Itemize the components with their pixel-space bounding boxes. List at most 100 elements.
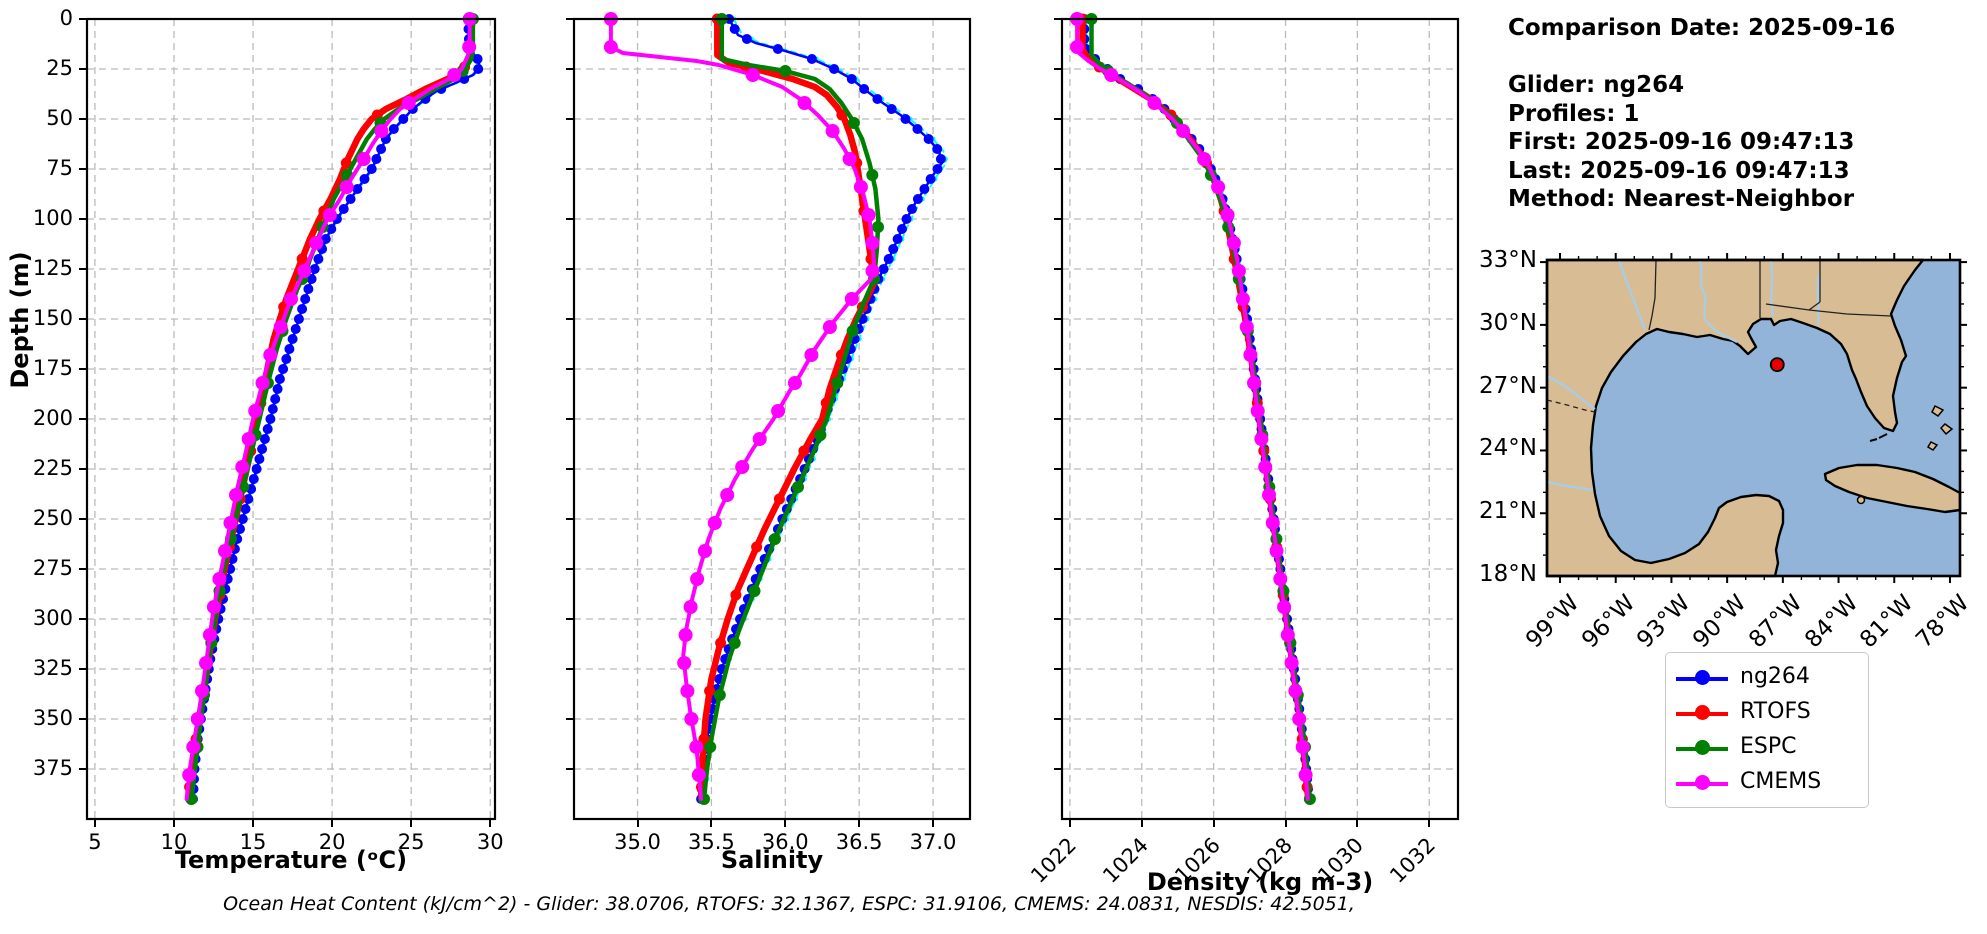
x-tick-label: 30 xyxy=(476,830,504,854)
series-marker-ng264 xyxy=(806,54,817,64)
map-lat-label: 21°N xyxy=(1479,498,1537,525)
series-marker-ng264 xyxy=(912,124,923,134)
y-tick-mark xyxy=(79,168,87,170)
gulf-of-mexico-map: 33°N 30°N 27°N 24°N 21°N 18°N 99°W 96°W 93°W 90°W… xyxy=(1479,247,1974,653)
x-tick-mark xyxy=(1356,819,1359,827)
legend-marker-dot xyxy=(1695,670,1710,685)
last-profile-time-text: Last: 2025-09-16 09:47:13 xyxy=(1508,157,1850,184)
series-marker-ng264 xyxy=(872,94,883,104)
map-florida-keys xyxy=(1869,438,1878,442)
legend-item-rtofs: RTOFS xyxy=(1666,696,1868,731)
profile-plot-temperature xyxy=(85,12,497,821)
depth-tick-label: 50 xyxy=(46,106,73,130)
series-marker-cmems xyxy=(1292,712,1307,726)
map-river xyxy=(1816,273,1821,327)
y-tick-mark xyxy=(1054,368,1062,370)
y-tick-mark xyxy=(79,518,87,520)
series-marker-cmems xyxy=(374,124,389,138)
y-tick-mark xyxy=(1054,768,1062,770)
series-marker-ng264 xyxy=(846,74,857,84)
map-state-border xyxy=(1808,309,1892,317)
y-tick-mark xyxy=(566,718,574,720)
temperature-axis-label: Temperature (ᵒC) xyxy=(174,846,408,874)
series-marker-cmems xyxy=(190,712,205,726)
series-line-espc xyxy=(1089,16,1313,802)
series-marker-cmems xyxy=(1262,488,1276,502)
map-river xyxy=(1617,259,1647,331)
series-marker-ng264 xyxy=(772,44,783,54)
series-marker-ng264 xyxy=(265,414,276,424)
series-marker-cmems xyxy=(1197,152,1212,166)
series-marker-ng264 xyxy=(243,494,254,504)
series-marker-cmems xyxy=(1254,432,1269,446)
series-line-rtofs xyxy=(184,15,475,803)
series-marker-espc xyxy=(748,585,761,597)
series-marker-rtofs xyxy=(296,253,308,265)
y-tick-mark xyxy=(566,68,574,70)
series-marker-espc xyxy=(713,689,726,701)
x-tick-label: 10 xyxy=(160,830,188,854)
series-marker-cmems xyxy=(1277,600,1292,614)
series-marker-cmems xyxy=(844,292,859,306)
series-marker-cmems xyxy=(1220,208,1235,222)
series-marker-cmems xyxy=(229,488,243,502)
y-tick-mark xyxy=(566,468,574,470)
series-marker-rtofs xyxy=(698,733,710,745)
series-marker-ng264 xyxy=(892,234,903,244)
x-tick-mark xyxy=(93,819,96,827)
depth-tick-label: 250 xyxy=(32,506,73,530)
series-marker-cmems xyxy=(842,152,857,166)
depth-tick-label: 75 xyxy=(46,156,73,180)
series-marker-cmems xyxy=(1298,768,1313,782)
y-tick-mark xyxy=(79,268,87,270)
x-tick-mark xyxy=(489,819,492,827)
map-lat-label: 18°N xyxy=(1479,561,1537,588)
legend-item-cmems: CMEMS xyxy=(1666,766,1868,801)
y-tick-mark xyxy=(566,518,574,520)
series-marker-cmems xyxy=(1226,236,1241,250)
series-marker-cmems xyxy=(297,264,312,278)
legend-item-label: CMEMS xyxy=(1740,769,1822,794)
legend-item-label: ESPC xyxy=(1740,734,1797,759)
series-marker-ng264 xyxy=(932,164,943,174)
map-land-island xyxy=(1939,423,1954,436)
series-marker-ng264 xyxy=(297,304,308,314)
series-marker-ng264 xyxy=(248,474,259,484)
y-tick-mark xyxy=(79,318,87,320)
series-marker-ng264 xyxy=(925,174,936,184)
x-tick-mark xyxy=(858,819,861,827)
series-marker-ng264 xyxy=(284,344,295,354)
y-tick-mark xyxy=(79,218,87,220)
map-canvas xyxy=(1540,253,1967,583)
y-tick-mark xyxy=(566,218,574,220)
series-marker-cmems xyxy=(603,40,618,54)
map-river xyxy=(1769,259,1775,317)
series-marker-ng264 xyxy=(878,264,889,274)
series-marker-ng264 xyxy=(388,124,399,134)
series-marker-ng264 xyxy=(326,224,337,234)
series-marker-cmems xyxy=(1104,68,1119,82)
series-marker-cmems xyxy=(1280,628,1295,642)
series-marker-cmems xyxy=(1176,124,1191,138)
series-marker-ng264 xyxy=(883,254,894,264)
depth-tick-label: 100 xyxy=(32,206,73,230)
x-tick-label: 35.0 xyxy=(614,830,661,854)
series-marker-ng264 xyxy=(240,504,251,514)
depth-tick-label: 225 xyxy=(32,456,73,480)
series-marker-cmems xyxy=(248,404,263,418)
series-marker-cmems xyxy=(720,488,735,502)
series-marker-cmems xyxy=(684,712,699,726)
series-marker-cmems xyxy=(182,768,197,782)
x-tick-mark xyxy=(932,819,935,827)
series-line-cmems xyxy=(184,17,472,801)
depth-tick-label: 300 xyxy=(32,606,73,630)
y-tick-mark xyxy=(566,618,574,620)
series-marker-cmems xyxy=(1243,348,1258,362)
series-marker-ng264 xyxy=(257,444,268,454)
series-marker-ng264 xyxy=(900,114,911,124)
x-tick-mark xyxy=(784,819,787,827)
method-text: Method: Nearest-Neighbor xyxy=(1508,186,1855,212)
x-tick-mark xyxy=(172,819,175,827)
series-marker-ng264 xyxy=(345,194,356,204)
series-marker-cmems xyxy=(1258,460,1273,474)
